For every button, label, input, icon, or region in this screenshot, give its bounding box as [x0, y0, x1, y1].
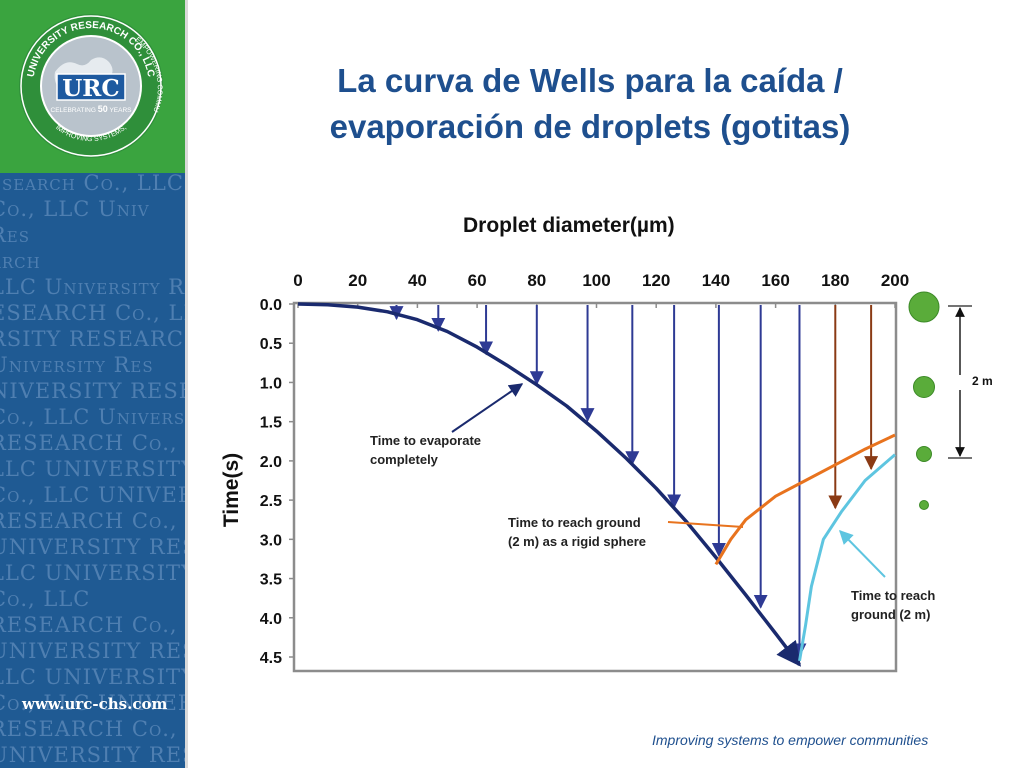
- x-tick-label: 120: [642, 271, 670, 290]
- y-tick-label: 3.5: [260, 572, 282, 589]
- website-link[interactable]: www.urc-chs.com: [22, 695, 168, 713]
- y-tick-label: 1.0: [260, 375, 282, 392]
- reach-ground-curve: [798, 453, 896, 662]
- sidebar-divider: [185, 0, 188, 768]
- plot-frame: [292, 301, 898, 673]
- watermark-line: LLC University R: [0, 275, 185, 299]
- annotation-ground-line-1: Time to reach: [851, 588, 935, 603]
- watermark-line: ESEARCH Co., LLC: [0, 301, 185, 325]
- celebrating-label: CELEBRATING: [51, 107, 96, 114]
- x-tick-label: 200: [881, 271, 909, 290]
- y-axis-label: Time(s): [220, 453, 243, 527]
- watermark-line: Co., LLC Univ: [0, 197, 150, 221]
- footer-tagline: Improving systems to empower communities: [652, 732, 929, 748]
- droplet-icon: [916, 446, 932, 462]
- slide-title: La curva de Wells para la caída / evapor…: [200, 58, 980, 150]
- watermark-line: esearch Co., LLC Univ: [0, 171, 185, 195]
- watermark-line: LLC UNIVERSITY RES: [0, 665, 185, 689]
- watermark-line: LLC UNIVERSITY RES: [0, 457, 185, 481]
- x-tick-label: 20: [348, 271, 367, 290]
- y-tick-label: 1.5: [260, 415, 282, 432]
- y-tick-label: 3.0: [260, 532, 282, 549]
- watermark-line: RSITY RESEARCH: [0, 327, 185, 351]
- sidebar-watermark-pattern: esearch Co., LLC UnivCo., LLC UnivResarc…: [0, 170, 185, 768]
- x-tick-label: 100: [582, 271, 610, 290]
- chart-title: Droplet diameter(µm): [463, 214, 675, 237]
- annotation-ground-line-2: ground (2 m): [851, 607, 930, 622]
- watermark-line: LLC UNIVERSITY: [0, 561, 185, 585]
- slide-title-line-1: La curva de Wells para la caída /: [337, 62, 843, 99]
- x-tick-label: 80: [527, 271, 546, 290]
- droplet-icon: [913, 376, 935, 398]
- y-tick-label: 4.5: [260, 650, 282, 667]
- watermark-line: University Res: [0, 353, 154, 377]
- watermark-line: Res: [0, 223, 31, 247]
- slide-title-line-2: evaporación de droplets (gotitas): [329, 108, 851, 145]
- watermark-line: arch: [0, 249, 41, 273]
- svg-text:CELEBRATING 50 YEARS: CELEBRATING 50 YEARS: [51, 104, 133, 114]
- annotation-rigid-line-1: Time to reach ground: [508, 515, 641, 530]
- wells-curve-chart: Droplet diameter(µm) 0 20 40 60 80 100 120 140 16…: [220, 214, 993, 673]
- celebrating-years: 50: [98, 104, 108, 114]
- x-tick-label: 180: [821, 271, 849, 290]
- urc-logo-text: URC: [62, 75, 119, 102]
- rigid-sphere-curve: [714, 433, 896, 566]
- droplet-icon: [908, 291, 940, 323]
- annotation-evaporate-line-2: completely: [370, 452, 439, 467]
- annotation-ground-pointer: [839, 529, 886, 578]
- x-tick-label: 160: [761, 271, 789, 290]
- droplet-icon: [919, 500, 929, 510]
- watermark-line: RESEARCH Co., LLC: [0, 717, 185, 741]
- y-tick-label: 2.0: [260, 454, 282, 471]
- annotation-rigid-pointer: [667, 521, 744, 528]
- distance-label: 2 m: [972, 374, 993, 388]
- watermark-line: UNIVERSITY RESEARCH: [0, 535, 185, 559]
- watermark-line: UNIVERSITY RESEARCH: [0, 639, 185, 663]
- watermark-line: RESEARCH Co., LLC: [0, 613, 185, 637]
- watermark-line: RESEARCH Co., LLC University: [0, 431, 185, 455]
- watermark-line: Co., LLC UNIVERSITY: [0, 691, 185, 715]
- watermark-line: UNIVERSITY RESEARCH: [0, 743, 185, 767]
- watermark-line: Co., LLC: [0, 587, 91, 611]
- urc-seal-logo: URC CELEBRATING 50 YEARS UNIVERSITY RESE…: [17, 12, 163, 158]
- y-tick-label: 0.5: [260, 336, 282, 353]
- annotation-rigid-line-2: (2 m) as a rigid sphere: [508, 534, 646, 549]
- years-label: YEARS: [109, 107, 132, 114]
- watermark-line: Co., LLC University: [0, 405, 185, 429]
- y-tick-label: 2.5: [260, 493, 282, 510]
- watermark-line: Co., LLC UNIVERSITY: [0, 483, 185, 507]
- annotation-evaporate-line-1: Time to evaporate: [370, 433, 481, 448]
- x-tick-label: 140: [702, 271, 730, 290]
- y-tick-label: 0.0: [260, 297, 282, 314]
- y-tick-label: 4.0: [260, 611, 282, 628]
- watermark-line: RESEARCH Co., LLC: [0, 509, 185, 533]
- evaporation-curve: [297, 302, 801, 667]
- x-tick-label: 60: [468, 271, 487, 290]
- annotation-evaporate-pointer: [451, 383, 524, 433]
- x-tick-label: 0: [293, 271, 302, 290]
- watermark-line: NIVERSITY RESEARCH Co., LLC: [0, 379, 185, 403]
- x-tick-label: 40: [408, 271, 427, 290]
